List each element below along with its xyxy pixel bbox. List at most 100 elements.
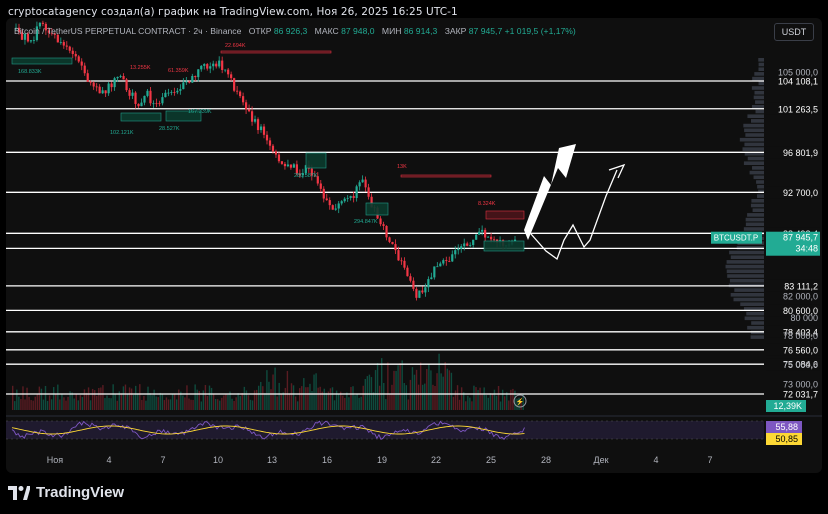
candle-body: [173, 92, 175, 93]
volume-bar: [235, 397, 236, 410]
annotation-label: 168.833K: [18, 69, 42, 75]
candle-body: [200, 66, 202, 69]
candle-body: [218, 61, 220, 67]
annotation-label: 28.527K: [159, 126, 180, 132]
volume-bar: [309, 384, 310, 410]
candle-body: [30, 40, 32, 41]
candle-body: [161, 97, 163, 103]
price-chart[interactable]: 104 108,1101 263,596 801,992 700,088 498…: [6, 18, 822, 473]
candle-body: [66, 46, 68, 47]
volume-bar: [233, 401, 234, 410]
volume-bar: [178, 390, 179, 410]
candle-body: [93, 82, 95, 86]
volume-profile-bar: [744, 143, 764, 147]
annotation-box: [12, 58, 72, 64]
candle-body: [215, 64, 217, 67]
volume-bar: [307, 387, 308, 410]
volume-bar: [404, 383, 405, 410]
candle-body: [388, 237, 390, 242]
volume-bar: [344, 398, 345, 410]
candle-body: [233, 78, 235, 91]
candle-body: [152, 103, 154, 104]
volume-bar: [287, 371, 288, 410]
volume-profile-bar: [755, 100, 764, 104]
candle-body: [472, 240, 474, 245]
open-value: 86 926,3: [274, 26, 307, 36]
volume-bar: [391, 385, 392, 410]
volume-bar: [28, 397, 29, 410]
candle-body: [143, 96, 145, 103]
volume-profile-bar: [729, 251, 764, 255]
volume-bar: [67, 397, 68, 410]
volume-profile-bar: [727, 270, 764, 274]
candle-body: [108, 84, 110, 94]
volume-profile-bar: [745, 133, 764, 137]
volume-bar: [16, 390, 17, 410]
volume-bar: [291, 383, 292, 410]
volume-bar: [272, 374, 273, 410]
volume-bar: [231, 399, 232, 410]
volume-bar: [213, 393, 214, 410]
volume-bar: [188, 399, 189, 410]
volume-bar: [135, 386, 136, 410]
rsi-ma-value: 50,85: [775, 434, 798, 444]
candle-body: [269, 140, 271, 145]
volume-bar: [250, 400, 251, 410]
candle-body: [356, 186, 358, 198]
candle-body: [125, 79, 127, 90]
annotation-box: [221, 51, 331, 53]
volume-bar: [80, 395, 81, 410]
volume-bar: [262, 386, 263, 410]
candle-body: [134, 93, 136, 104]
volume-bar: [121, 393, 122, 410]
volume-bar: [223, 396, 224, 410]
volume-bar: [285, 388, 286, 410]
volume-bar: [194, 384, 195, 410]
candle-body: [164, 93, 166, 97]
volume-bar: [221, 398, 222, 410]
candle-body: [227, 70, 229, 75]
volume-bar: [88, 387, 89, 410]
level-label: 104 108,1: [778, 77, 818, 87]
volume-bar: [151, 395, 152, 410]
volume-bar: [254, 390, 255, 410]
volume-bar: [490, 393, 491, 410]
volume-bar: [430, 370, 431, 410]
volume-bar: [313, 375, 314, 410]
volume-profile-bar: [746, 223, 764, 227]
brand-name: TradingView: [36, 484, 124, 501]
volume-bar: [424, 384, 425, 410]
price-tick: 82 000,0: [783, 292, 818, 302]
volume-bar: [112, 384, 113, 410]
candle-body: [266, 135, 268, 141]
volume-bar: [408, 399, 409, 410]
volume-bar: [385, 399, 386, 410]
volume-bar: [168, 399, 169, 410]
chart-panel[interactable]: 104 108,1101 263,596 801,992 700,088 498…: [6, 18, 822, 473]
currency-selector[interactable]: USDT: [774, 23, 814, 41]
volume-bar: [108, 398, 109, 410]
volume-bar: [227, 395, 228, 410]
volume-bar: [488, 398, 489, 410]
volume-bar: [26, 388, 27, 410]
annotation-label: 8.324K: [478, 201, 496, 207]
volume-profile-bar: [744, 227, 764, 231]
volume-bar: [207, 396, 208, 410]
volume-bar: [426, 369, 427, 410]
annotation-box: [486, 211, 524, 219]
volume-bar: [266, 370, 267, 410]
volume-bar: [389, 394, 390, 410]
level-label: 76 560,0: [783, 345, 818, 355]
volume-profile-bar: [751, 199, 764, 203]
annotation-box: [121, 113, 161, 121]
volume-bar: [133, 395, 134, 410]
candle-body: [203, 64, 205, 66]
volume-bar: [473, 386, 474, 410]
level-label: 101 263,5: [778, 104, 818, 114]
candle-body: [224, 70, 226, 71]
volume-bar: [127, 393, 128, 410]
volume-bar: [289, 393, 290, 410]
candle-body: [394, 244, 396, 250]
candle-body: [111, 84, 113, 88]
candle-body: [460, 246, 462, 249]
